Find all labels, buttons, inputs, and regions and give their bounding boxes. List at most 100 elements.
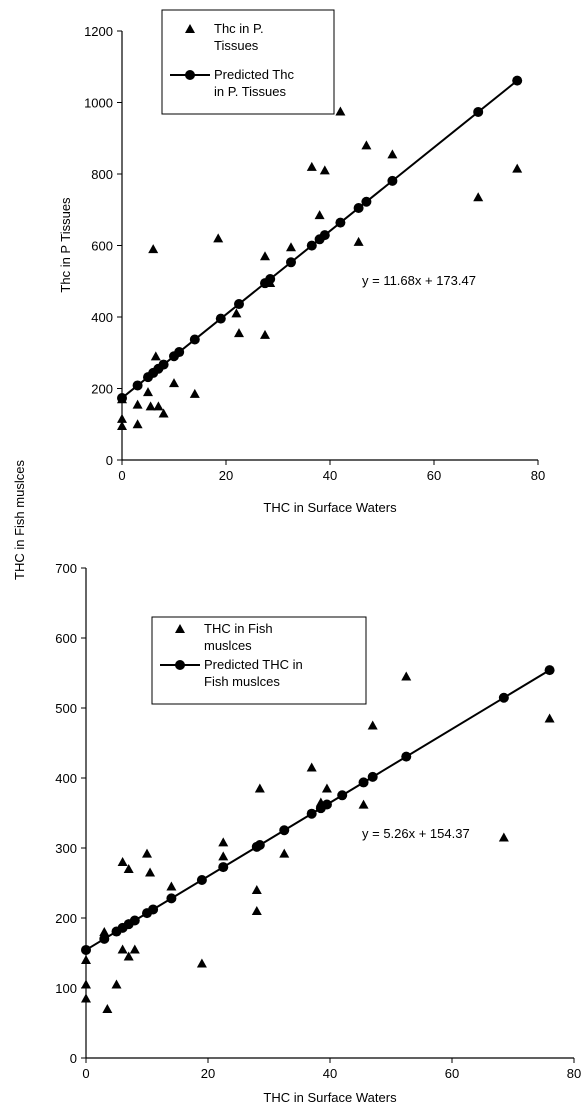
observed-point	[123, 864, 134, 873]
y-tick-label: 200	[91, 382, 113, 397]
observed-point	[387, 149, 398, 159]
observed-point	[218, 837, 229, 847]
observed-point	[361, 140, 372, 150]
observed-point	[117, 394, 127, 404]
observed-point	[512, 163, 523, 173]
predicted-point	[321, 799, 332, 810]
observed-point	[234, 328, 244, 338]
predicted-point	[81, 944, 91, 955]
predicted-point	[196, 874, 207, 885]
predicted-point	[353, 202, 364, 213]
observed-point	[117, 944, 128, 954]
observed-point	[132, 419, 143, 429]
observed-point	[260, 329, 270, 339]
predicted-point	[512, 75, 523, 86]
x-tick-label: 40	[323, 468, 337, 483]
observed-point	[306, 161, 317, 171]
y-tick-label: 100	[55, 981, 77, 996]
predicted-point	[337, 790, 348, 801]
observed-point	[251, 885, 262, 894]
y-tick-label: 800	[91, 167, 113, 182]
observed-point	[189, 388, 200, 398]
legend	[151, 616, 367, 705]
x-axis-label: THC in Surface Waters	[263, 500, 397, 515]
y-tick-label: 1200	[84, 24, 113, 39]
predicted-point	[158, 359, 169, 370]
observed-point	[81, 993, 91, 1003]
observed-point	[111, 979, 122, 989]
chart-2	[81, 567, 575, 1063]
predicted-point	[306, 808, 317, 819]
observed-point	[81, 955, 91, 964]
predicted-point	[544, 665, 555, 676]
legend-triangle-marker	[175, 624, 185, 633]
observed-point	[143, 387, 153, 397]
predicted-point	[215, 313, 226, 324]
observed-point	[265, 278, 276, 288]
legend-label: THC in Fish	[204, 621, 273, 636]
legend-label: in P. Tissues	[214, 84, 287, 99]
observed-point	[286, 242, 296, 252]
predicted-point	[148, 904, 159, 915]
observed-point	[315, 797, 326, 807]
observed-point	[145, 401, 156, 411]
y-tick-label: 500	[55, 701, 77, 716]
predicted-point	[367, 771, 378, 782]
legend-circle-marker	[175, 660, 185, 670]
trendline-equation: y = 5.26x + 154.37	[362, 826, 470, 841]
observed-point	[358, 799, 369, 809]
observed-point	[117, 413, 127, 423]
predicted-point	[189, 334, 200, 345]
observed-point	[306, 762, 317, 772]
y-tick-label: 1000	[84, 96, 113, 111]
observed-point	[166, 881, 177, 891]
observed-point	[132, 399, 143, 409]
predicted-point	[279, 825, 290, 836]
observed-point	[251, 906, 262, 915]
observed-point	[99, 927, 110, 936]
predicted-point	[254, 840, 265, 851]
x-axis-label: THC in Surface Waters	[263, 1090, 397, 1105]
observed-point	[473, 192, 484, 202]
observed-point	[367, 720, 378, 730]
observed-point	[353, 236, 364, 246]
x-tick-label: 80	[567, 1066, 581, 1081]
x-tick-label: 60	[445, 1066, 459, 1081]
observed-point	[117, 421, 127, 431]
observed-point	[158, 408, 169, 418]
observed-point	[260, 251, 270, 261]
x-tick-label: 0	[82, 1066, 89, 1081]
predicted-point	[129, 915, 140, 926]
legend-triangle-marker	[185, 24, 195, 33]
x-tick-label: 60	[427, 468, 441, 483]
observed-point	[279, 848, 290, 858]
x-tick-label: 80	[531, 468, 545, 483]
observed-point	[150, 351, 161, 361]
predicted-point	[335, 217, 346, 228]
observed-point	[102, 1004, 113, 1013]
y-tick-label: 0	[70, 1051, 77, 1066]
predicted-point	[361, 196, 372, 207]
observed-point	[335, 106, 346, 116]
predicted-point	[174, 347, 185, 358]
y-tick-label: 600	[91, 239, 113, 254]
y-tick-label: 200	[55, 911, 77, 926]
predicted-point	[358, 777, 369, 788]
observed-point	[145, 867, 156, 877]
legend-label: Predicted THC in	[204, 657, 303, 672]
y-tick-label: 0	[106, 453, 113, 468]
observed-point	[196, 958, 207, 968]
observed-point	[129, 944, 140, 954]
observed-point	[314, 210, 325, 220]
y-axis-label: Thc in P Tissues	[58, 197, 73, 293]
observed-point	[254, 783, 265, 793]
x-tick-label: 40	[323, 1066, 337, 1081]
legend-label: muslces	[204, 638, 252, 653]
legend-label: Tissues	[214, 38, 259, 53]
predicted-point	[498, 692, 509, 703]
predicted-point	[218, 862, 229, 873]
observed-point	[319, 165, 330, 175]
observed-point	[153, 401, 164, 411]
legend-label: Thc in P.	[214, 21, 264, 36]
legend-circle-marker	[185, 70, 195, 80]
